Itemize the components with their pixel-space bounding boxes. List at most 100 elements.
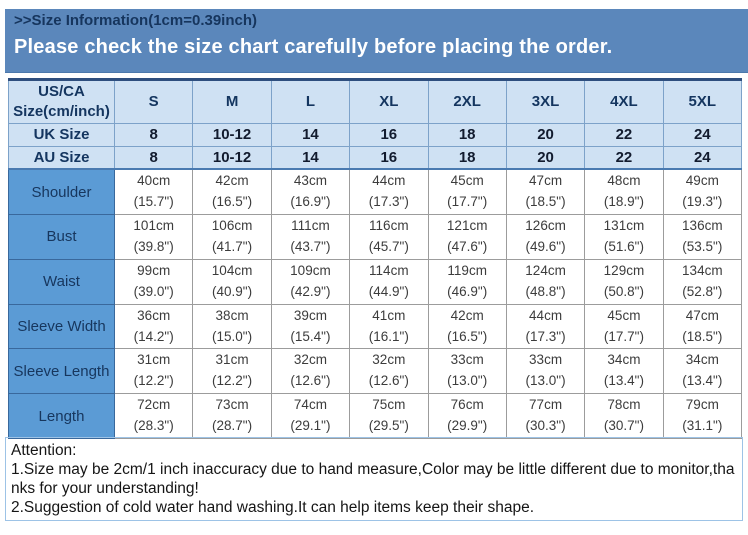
measurement-inch-value: (15.4") <box>290 328 331 344</box>
measurement-inch-value: (13.0") <box>447 373 488 389</box>
measurement-cm-value: 34cm <box>685 352 719 368</box>
measurement-cell: 111cm (43.7") <box>270 213 351 260</box>
corner-header-line2: Size(cm/inch) <box>13 102 110 120</box>
measurement-cell: 48cm (18.9") <box>584 168 664 215</box>
measurement-inch-value: (17.7") <box>603 328 644 344</box>
measurement-inch-value: (17.3") <box>525 328 566 344</box>
measurement-cm-value: 48cm <box>607 173 641 189</box>
measurement-inch-value: (42.9") <box>290 283 331 299</box>
region-size-cell: 10-12 <box>192 145 272 171</box>
measurement-cm-value: 126cm <box>525 217 566 233</box>
measurement-inch-value: (13.4") <box>603 373 644 389</box>
measurement-inch-value: (15.7") <box>133 194 174 210</box>
size-column-header: M <box>192 79 272 124</box>
attention-note-1: 1.Size may be 2cm/1 inch inaccuracy due … <box>11 461 735 497</box>
measurement-cell: 31cm (12.2") <box>113 348 194 395</box>
size-column-header: 3XL <box>505 79 586 124</box>
measurement-cm-value: 32cm <box>293 352 327 368</box>
attention-note-2: 2.Suggestion of cold water hand washing.… <box>11 499 535 516</box>
measurement-inch-value: (16.9") <box>290 194 331 210</box>
measurement-row-label: Sleeve Length <box>8 348 115 395</box>
measurement-cell: 42cm (16.5") <box>192 168 272 215</box>
measurement-cell: 33cm (13.0") <box>427 348 507 395</box>
corner-header-us-ca-size: US/CA Size(cm/inch) <box>8 79 115 124</box>
measurement-inch-value: (13.4") <box>682 373 723 389</box>
size-chart-table: US/CA Size(cm/inch) S M L XL 2XL 3XL 4XL 5XL UK S… <box>8 78 743 440</box>
measurement-cm-value: 47cm <box>685 307 719 323</box>
measurement-inch-value: (17.3") <box>368 194 409 210</box>
measurement-inch-value: (44.9") <box>368 283 409 299</box>
measurement-inch-value: (39.0") <box>133 283 174 299</box>
measurement-cm-value: 124cm <box>525 262 566 278</box>
measurement-cm-value: 104cm <box>211 262 253 278</box>
measurement-cm-value: 77cm <box>529 397 563 413</box>
measurement-row-label: Waist <box>8 258 115 305</box>
region-size-cell: 8 <box>113 122 194 147</box>
measurement-cm-value: 34cm <box>607 352 641 368</box>
measurement-cm-value: 116cm <box>369 217 409 233</box>
measurement-cm-value: 129cm <box>603 262 645 278</box>
measurement-cm-value: 39cm <box>293 307 327 323</box>
measurement-cell: 73cm (28.7") <box>192 393 272 440</box>
region-size-row: UK Size 8 10-12 14 16 18 20 22 24 <box>8 122 743 147</box>
measurement-cm-value: 36cm <box>137 307 171 323</box>
region-size-cell: 18 <box>427 122 507 147</box>
measurement-cm-value: 74cm <box>293 397 327 413</box>
measurement-row: Length 72cm (28.3") 73cm (28.7") 74cm (29.1") 7… <box>8 393 743 440</box>
region-size-cell: 8 <box>113 145 194 171</box>
measurement-cell: 131cm (51.6") <box>584 213 664 260</box>
measurement-inch-value: (16.1") <box>368 328 409 344</box>
measurement-cell: 114cm (44.9") <box>349 258 429 305</box>
size-info-title: >>Size Information(1cm=0.39inch) <box>14 12 257 29</box>
measurement-cm-value: 114cm <box>369 262 409 278</box>
measurement-cell: 36cm (14.2") <box>113 303 194 350</box>
measurement-cell: 104cm (40.9") <box>192 258 272 305</box>
region-size-cell: 20 <box>505 122 586 147</box>
measurement-cell: 47cm (18.5") <box>662 303 743 350</box>
measurement-cm-value: 44cm <box>529 307 563 323</box>
measurement-cell: 49cm (19.3") <box>662 168 743 215</box>
measurement-cell: 43cm (16.9") <box>270 168 351 215</box>
measurement-cell: 74cm (29.1") <box>270 393 351 440</box>
measurement-cell: 119cm (46.9") <box>427 258 507 305</box>
measurement-cm-value: 76cm <box>450 397 484 413</box>
measurement-cm-value: 75cm <box>372 397 406 413</box>
measurement-inch-value: (47.6") <box>447 238 488 254</box>
measurement-inch-value: (16.5") <box>447 328 488 344</box>
region-size-cell: 16 <box>349 145 429 171</box>
measurement-inch-value: (28.3") <box>133 418 174 434</box>
measurement-cell: 134cm (52.8") <box>662 258 743 305</box>
measurement-inch-value: (40.9") <box>212 283 253 299</box>
measurement-cm-value: 31cm <box>215 352 249 368</box>
measurement-cm-value: 32cm <box>372 352 406 368</box>
region-size-cell: 14 <box>270 122 351 147</box>
measurement-cm-value: 72cm <box>137 397 171 413</box>
region-size-cell: 20 <box>505 145 586 171</box>
measurement-row: Waist 99cm (39.0") 104cm (40.9") 109cm (42.9")… <box>8 258 743 305</box>
measurement-inch-value: (52.8") <box>682 283 723 299</box>
measurement-inch-value: (46.9") <box>447 283 488 299</box>
measurement-cm-value: 121cm <box>446 217 488 233</box>
measurement-cm-value: 33cm <box>529 352 563 368</box>
measurement-cell: 47cm (18.5") <box>505 168 586 215</box>
measurement-cm-value: 101cm <box>133 217 174 233</box>
size-column-header: L <box>270 79 351 124</box>
region-size-cell: 24 <box>662 122 743 147</box>
measurement-cm-value: 49cm <box>685 173 719 189</box>
measurement-inch-value: (29.1") <box>290 418 331 434</box>
measurement-cell: 79cm (31.1") <box>662 393 743 440</box>
measurement-cm-value: 38cm <box>215 307 249 323</box>
measurement-cell: 45cm (17.7") <box>584 303 664 350</box>
region-size-cell: 18 <box>427 145 507 171</box>
measurement-cell: 121cm (47.6") <box>427 213 507 260</box>
region-size-cell: 16 <box>349 122 429 147</box>
measurement-row-label: Length <box>8 393 115 440</box>
region-size-row: AU Size 8 10-12 14 16 18 20 22 24 <box>8 145 743 171</box>
measurement-inch-value: (12.2") <box>212 373 253 389</box>
region-row-label: AU Size <box>8 145 115 171</box>
measurement-cell: 32cm (12.6") <box>349 348 429 395</box>
measurement-cm-value: 31cm <box>137 352 171 368</box>
size-column-header: 4XL <box>584 79 664 124</box>
measurement-inch-value: (29.9") <box>447 418 488 434</box>
